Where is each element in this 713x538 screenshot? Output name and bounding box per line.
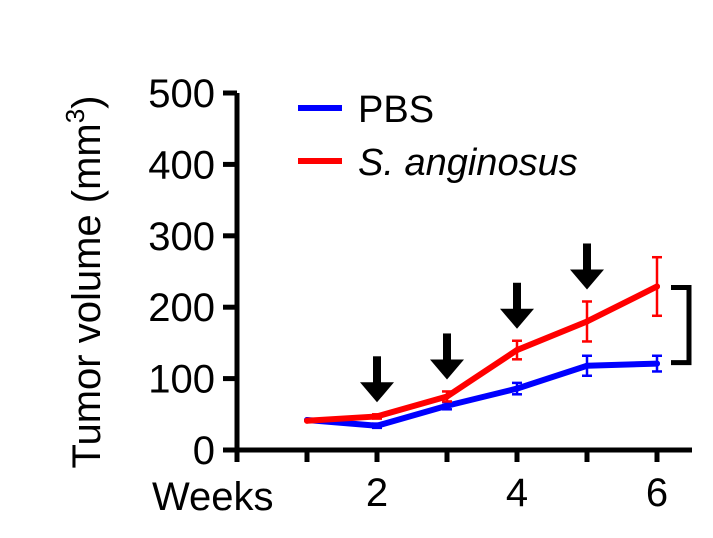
dosing-arrow xyxy=(430,333,464,380)
y-tick-label: 100 xyxy=(148,358,215,402)
dosing-arrow-head xyxy=(360,382,394,403)
x-tick-label: 2 xyxy=(366,471,388,515)
axes xyxy=(234,93,692,453)
series-line-anginosus xyxy=(304,283,660,424)
y-tick-label: 0 xyxy=(193,429,215,473)
legend: PBS S. anginosus xyxy=(298,89,578,184)
y-axis-title: Tumor volume (mm3) xyxy=(60,95,109,468)
series-layer xyxy=(304,255,662,430)
error-bar-pbs xyxy=(582,354,592,377)
error-bar-anginosus xyxy=(442,390,452,403)
dosing-arrow xyxy=(570,243,604,290)
dosing-arrow-head xyxy=(430,359,464,380)
legend-entry-pbs: PBS xyxy=(298,89,434,131)
y-ticks: 0 100 200 300 400 500 xyxy=(148,72,237,473)
x-tick-label: 6 xyxy=(646,471,668,515)
dosing-arrow-shaft xyxy=(513,282,521,313)
y-tick-label: 300 xyxy=(148,215,215,259)
series-pbs xyxy=(304,354,662,430)
error-bar-pbs xyxy=(652,354,662,373)
dosing-arrow xyxy=(360,356,394,403)
series-line-pbs xyxy=(304,360,660,429)
x-axis-title: Weeks xyxy=(152,475,274,519)
x-tick-label: 4 xyxy=(506,471,528,515)
dosing-arrows xyxy=(360,243,604,403)
error-bar-pbs xyxy=(512,381,522,396)
error-bar-anginosus xyxy=(512,339,522,361)
error-bar-anginosus xyxy=(372,413,382,420)
legend-label-anginosus: S. anginosus xyxy=(358,142,578,184)
significance-bracket xyxy=(671,284,692,366)
dosing-arrow-shaft xyxy=(373,356,381,387)
y-tick-label: 500 xyxy=(148,72,215,116)
y-tick-label: 400 xyxy=(148,143,215,187)
y-tick-label: 200 xyxy=(148,286,215,330)
x-ticks: 2 4 6 xyxy=(234,450,668,515)
dosing-arrow xyxy=(500,282,534,329)
legend-label-pbs: PBS xyxy=(358,89,434,131)
y-axis-title-superscript: 3 xyxy=(60,109,90,123)
legend-entry-anginosus: S. anginosus xyxy=(298,142,578,184)
dosing-arrow-shaft xyxy=(443,333,451,364)
error-bar-pbs xyxy=(372,422,382,430)
y-axis-title-close: ) xyxy=(65,95,109,108)
series-anginosus xyxy=(304,255,662,424)
significance-label: ** xyxy=(702,309,713,341)
dosing-arrow-head xyxy=(500,308,534,329)
error-bar-anginosus xyxy=(652,255,662,318)
dosing-arrow-head xyxy=(570,269,604,290)
y-axis-title-main: Tumor volume (mm xyxy=(65,123,109,468)
data-point-anginosus xyxy=(304,417,310,424)
significance-annotation: ** xyxy=(671,284,713,366)
error-bar-anginosus xyxy=(582,300,592,343)
dosing-arrow-shaft xyxy=(583,243,591,274)
